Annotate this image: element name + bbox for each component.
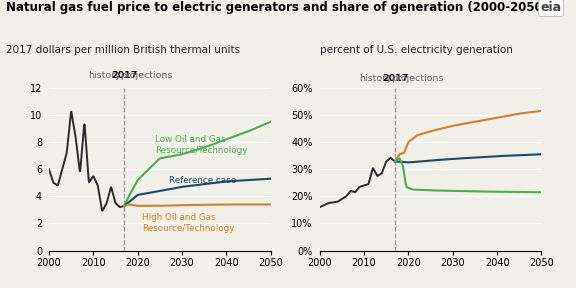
Text: 2017: 2017 [111, 71, 138, 80]
Text: Natural gas fuel price to electric generators and share of generation (2000-2050: Natural gas fuel price to electric gener… [6, 1, 548, 14]
Text: projections: projections [120, 71, 173, 80]
Text: Reference case: Reference case [169, 176, 236, 185]
Text: projections: projections [391, 74, 444, 83]
Text: history: history [88, 71, 121, 80]
Text: history: history [359, 74, 392, 83]
Text: High Oil and Gas
Resource/Technology: High Oil and Gas Resource/Technology [142, 213, 234, 233]
Text: 2017 dollars per million British thermal units: 2017 dollars per million British thermal… [6, 45, 240, 55]
Text: percent of U.S. electricity generation: percent of U.S. electricity generation [320, 45, 513, 55]
Text: 2017: 2017 [382, 74, 408, 83]
Text: Low Oil and Gas
Resource/Technology: Low Oil and Gas Resource/Technology [156, 135, 248, 155]
Text: eia: eia [540, 1, 562, 14]
